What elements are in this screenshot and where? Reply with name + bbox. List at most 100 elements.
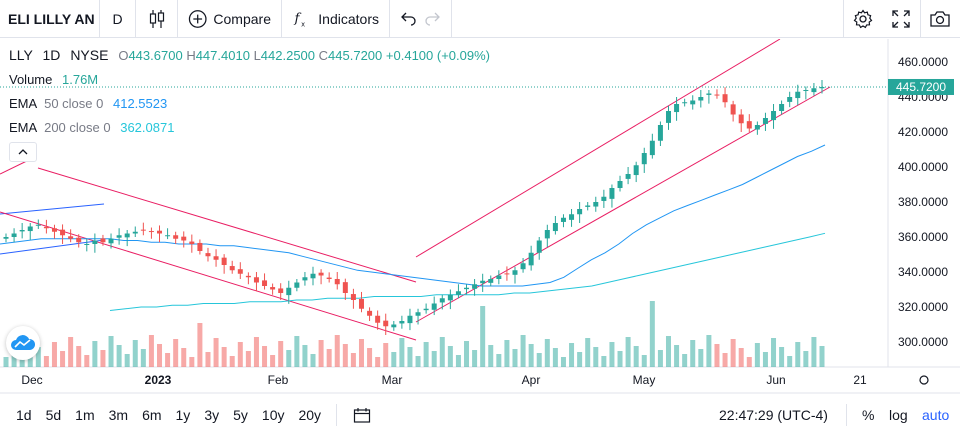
main-series-legend: LLY 1D NYSE O443.6700 H447.4010 L442.250… <box>9 47 490 63</box>
log-toggle[interactable]: log <box>889 406 908 423</box>
range-button-10y[interactable]: 10y <box>261 406 285 423</box>
range-button-1y[interactable]: 1y <box>175 406 191 423</box>
candle <box>415 312 421 316</box>
range-button-1d[interactable]: 1d <box>16 406 32 423</box>
volume-bar <box>35 347 41 367</box>
volume-bar <box>795 342 801 367</box>
trend-line[interactable] <box>415 39 781 258</box>
candle <box>92 240 98 244</box>
indicators-button[interactable]: f x Indicators <box>282 0 390 38</box>
candle <box>593 202 599 207</box>
ema50-params: 50 close 0 <box>44 96 104 111</box>
auto-toggle[interactable]: auto <box>922 406 950 423</box>
volume-bar <box>496 354 502 367</box>
volume-bar <box>447 346 453 367</box>
volume-bar <box>189 357 195 367</box>
candle <box>447 294 453 301</box>
candle <box>350 294 356 300</box>
high-label: H <box>186 48 196 63</box>
time-axis-settings-icon[interactable] <box>919 375 929 385</box>
undo-redo-group <box>390 0 452 38</box>
candle <box>165 235 171 237</box>
candle <box>730 104 736 115</box>
collapse-legend-button[interactable] <box>9 142 37 162</box>
divider <box>846 403 847 426</box>
candle <box>577 209 583 215</box>
volume-bar <box>383 343 389 367</box>
candle <box>11 233 17 237</box>
volume-bar <box>528 344 534 367</box>
candle <box>657 125 663 141</box>
trend-line[interactable] <box>0 211 417 341</box>
screenshot-button[interactable] <box>920 0 959 38</box>
chart-type-button[interactable] <box>136 0 178 38</box>
symbol-search-button[interactable]: ELI LILLY AN <box>0 0 100 38</box>
divider <box>336 403 338 426</box>
close-value: 445.7200 <box>328 48 383 63</box>
candle <box>108 238 114 244</box>
percent-toggle[interactable]: % <box>862 406 875 423</box>
candle <box>779 104 785 111</box>
volume-bar <box>803 351 809 367</box>
candle <box>375 315 381 323</box>
tradingview-logo[interactable] <box>6 326 40 360</box>
volume-bar <box>415 356 421 367</box>
candle <box>3 237 9 239</box>
candle <box>682 102 688 104</box>
volume-bar <box>399 338 405 367</box>
candle <box>706 93 712 95</box>
candle <box>617 181 623 188</box>
clock[interactable]: 22:47:29 (UTC-4) <box>719 406 828 423</box>
candle <box>771 111 777 121</box>
volume-bar <box>221 347 227 367</box>
svg-text:x: x <box>301 20 305 28</box>
candles-icon <box>149 9 164 28</box>
fullscreen-button[interactable] <box>882 0 920 38</box>
price-tick-label: 300.0000 <box>898 335 948 349</box>
volume-bar <box>762 352 768 367</box>
last-price-badge <box>888 78 954 95</box>
candle <box>504 273 510 275</box>
range-button-5d[interactable]: 5d <box>45 406 62 423</box>
volume-bar <box>488 345 494 367</box>
resolution-button[interactable]: D <box>100 0 136 38</box>
candle <box>488 279 494 283</box>
range-button-5y[interactable]: 5y <box>233 406 248 423</box>
trend-line[interactable] <box>0 203 105 215</box>
candle <box>76 237 82 243</box>
volume-bar <box>746 357 752 367</box>
compare-label: Compare <box>213 10 271 27</box>
trend-line[interactable] <box>37 167 417 283</box>
range-button-1m[interactable]: 1m <box>75 406 95 423</box>
candle <box>609 188 615 199</box>
ema200-legend[interactable]: EMA 200 close 0 362.0871 <box>9 120 174 135</box>
undo-icon[interactable] <box>400 12 416 26</box>
candle <box>439 298 445 303</box>
range-button-20y[interactable]: 20y <box>298 406 322 423</box>
candle <box>326 277 332 279</box>
candle <box>536 240 542 253</box>
candle <box>738 114 744 124</box>
redo-icon[interactable] <box>425 12 441 26</box>
volume-bar <box>237 342 243 367</box>
volume-bar <box>286 350 292 367</box>
range-button-6m[interactable]: 6m <box>142 406 162 423</box>
candle <box>431 303 437 310</box>
price-chart[interactable]: 460.0000440.0000420.0000400.0000380.0000… <box>0 39 960 394</box>
indicators-label: Indicators <box>318 10 379 27</box>
volume-label: Volume <box>9 72 53 87</box>
time-tick-label: 2023 <box>145 373 172 387</box>
volume-bar <box>633 346 639 367</box>
legend-symbol: LLY <box>9 47 33 63</box>
compare-button[interactable]: Compare <box>178 0 282 38</box>
volume-bar <box>68 337 74 367</box>
volume-bar <box>342 344 348 367</box>
ema50-legend[interactable]: EMA 50 close 0 412.5523 <box>9 96 167 111</box>
date-range-icon[interactable] <box>353 407 371 423</box>
volume-bar <box>350 353 356 367</box>
range-button-3m[interactable]: 3m <box>108 406 129 423</box>
volume-bar <box>84 355 90 367</box>
range-button-3y[interactable]: 3y <box>204 406 220 423</box>
volume-legend[interactable]: Volume 1.76M <box>9 72 98 87</box>
settings-button[interactable] <box>843 0 882 38</box>
